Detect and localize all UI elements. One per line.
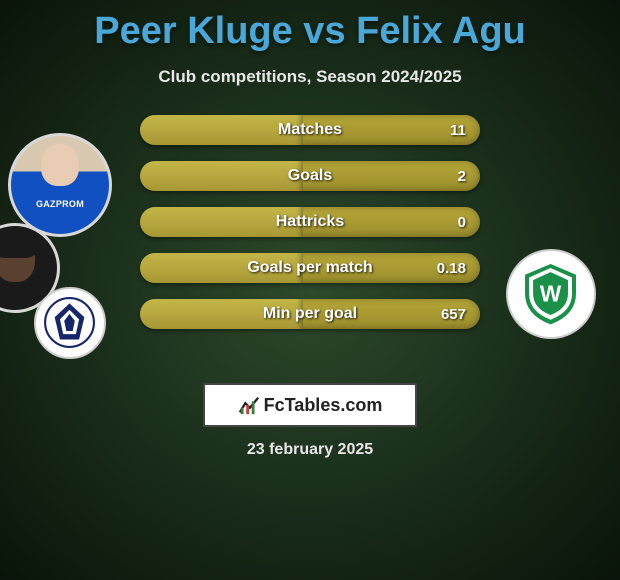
- stat-row: Goals 2: [140, 161, 480, 191]
- stat-bars: Matches 11 Goals 2 Hattricks 0 Goals per…: [140, 115, 480, 345]
- svg-text:W: W: [540, 281, 562, 307]
- date-text: 23 february 2025: [0, 441, 620, 459]
- stat-label: Hattricks: [140, 207, 480, 237]
- subtitle: Club competitions, Season 2024/2025: [0, 67, 620, 87]
- stat-value: 2: [458, 161, 466, 191]
- player-right-club-badge: W: [506, 249, 596, 339]
- stat-row: Matches 11: [140, 115, 480, 145]
- stat-value: 657: [441, 299, 466, 329]
- werder-badge-icon: W: [517, 260, 584, 327]
- stat-row: Min per goal 657: [140, 299, 480, 329]
- arminia-badge-icon: [43, 296, 96, 349]
- chart-icon: [238, 394, 260, 416]
- stat-label: Goals per match: [140, 253, 480, 283]
- stat-value: 0: [458, 207, 466, 237]
- stat-label: Matches: [140, 115, 480, 145]
- comparison-body: W Matches 11 Goals 2 Hattricks 0 Goals p…: [0, 115, 620, 355]
- fctables-logo[interactable]: FcTables.com: [203, 383, 417, 427]
- stat-value: 11: [450, 115, 466, 145]
- stat-value: 0.18: [437, 253, 466, 283]
- stat-row: Hattricks 0: [140, 207, 480, 237]
- player-left-club-badge: [34, 287, 106, 359]
- page-title: Peer Kluge vs Felix Agu: [0, 0, 620, 53]
- stat-label: Goals: [140, 161, 480, 191]
- stat-row: Goals per match 0.18: [140, 253, 480, 283]
- logo-text: FcTables.com: [264, 395, 383, 416]
- stat-label: Min per goal: [140, 299, 480, 329]
- player-left-avatar: [8, 133, 112, 237]
